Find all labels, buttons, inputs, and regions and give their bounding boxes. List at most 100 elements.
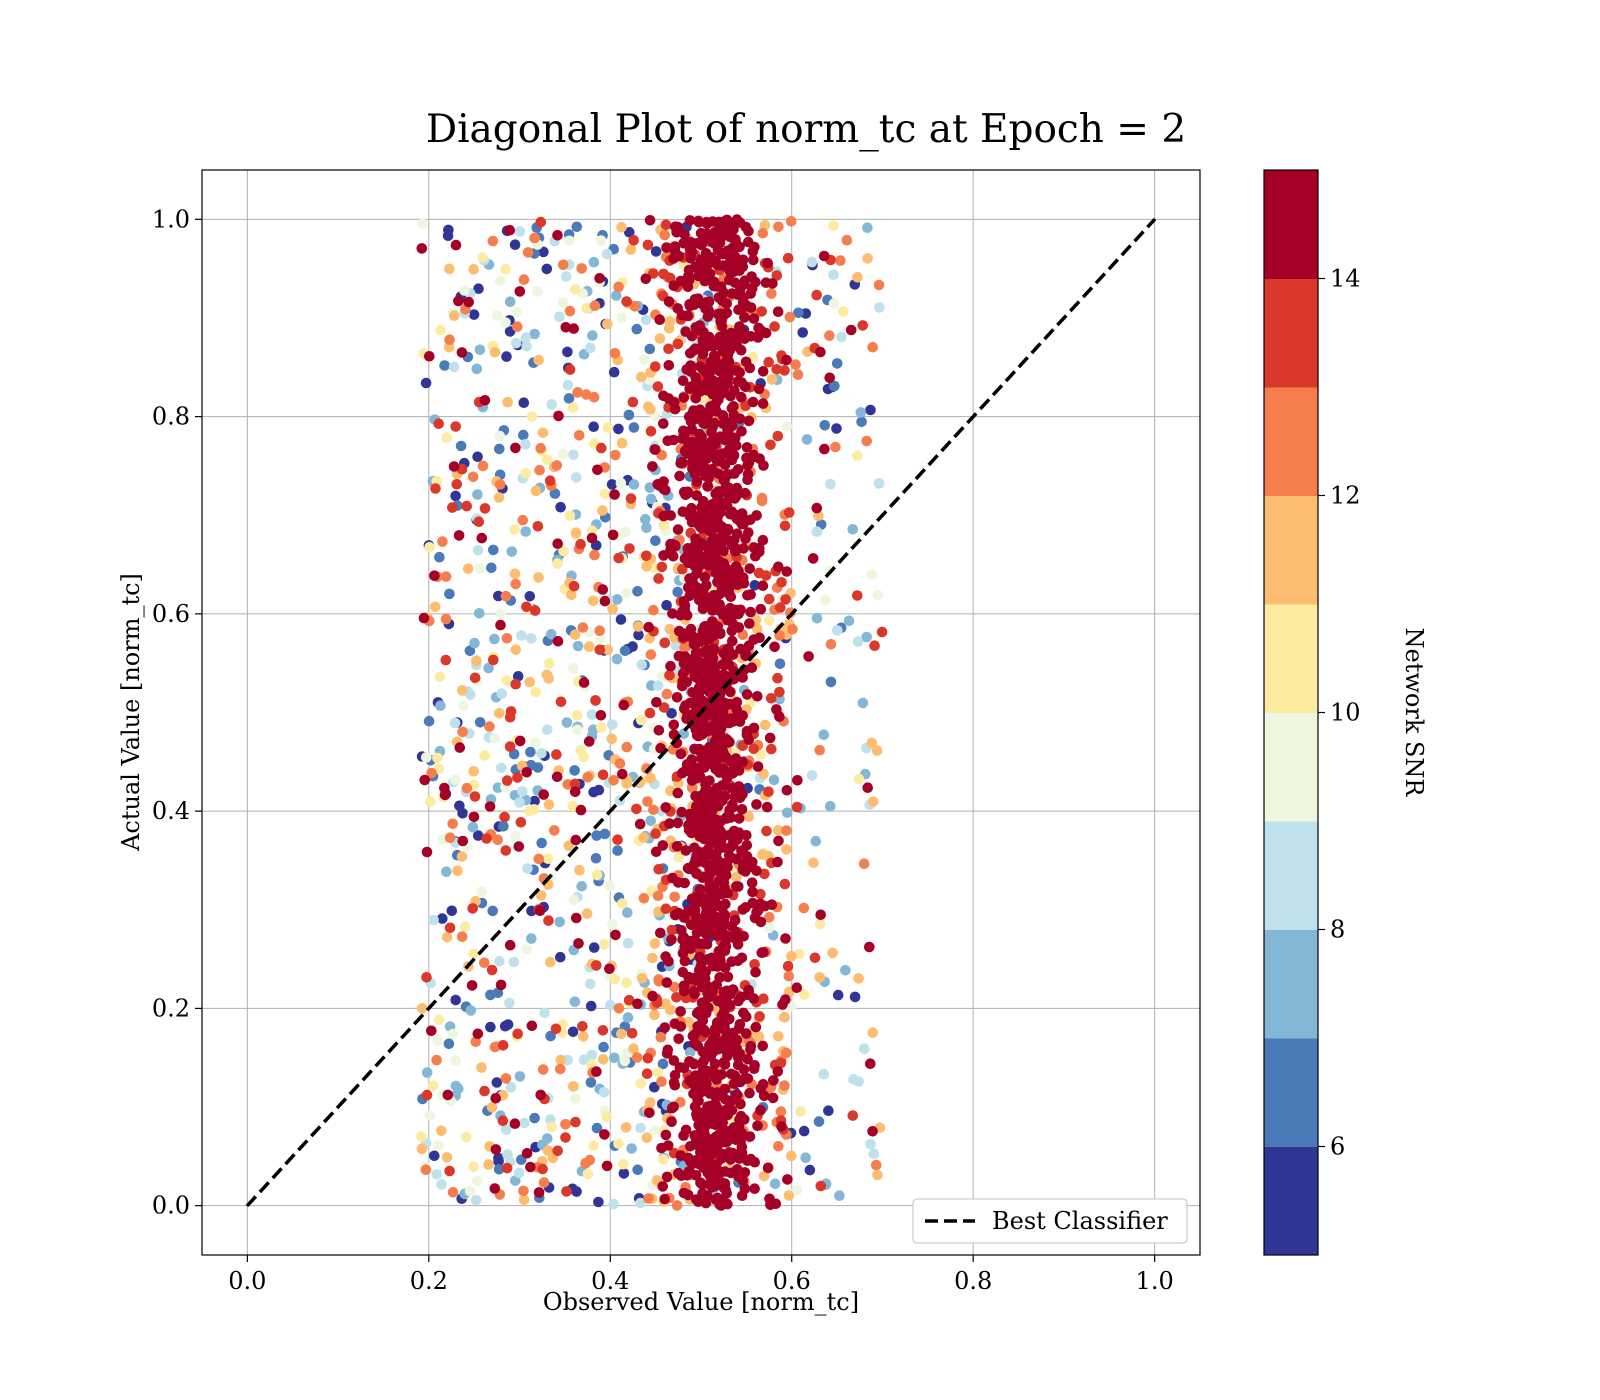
scatter-point — [829, 380, 840, 392]
scatter-point — [655, 927, 666, 939]
scatter-point — [595, 722, 607, 733]
scatter-point — [735, 604, 746, 616]
colorbar-label: Network SNR — [1400, 628, 1428, 798]
scatter-point — [734, 792, 746, 804]
scatter-point — [537, 427, 549, 439]
scatter-point — [602, 644, 614, 656]
scatter-point — [477, 460, 489, 472]
scatter-point — [510, 337, 522, 349]
scatter-point — [733, 576, 744, 588]
scatter-point — [509, 568, 521, 580]
scatter-point — [664, 623, 676, 635]
colorbar-bin — [1264, 278, 1318, 388]
scatter-point — [473, 516, 485, 527]
scatter-point — [765, 693, 777, 704]
scatter-point — [447, 1028, 459, 1040]
scatter-point — [690, 1070, 701, 1081]
scatter-point — [418, 612, 430, 624]
scatter-point — [746, 877, 758, 888]
scatter-point — [516, 630, 527, 641]
scatter-point — [571, 221, 583, 233]
scatter-point — [517, 514, 529, 526]
scatter-point — [659, 1193, 670, 1205]
scatter-point — [500, 845, 512, 856]
scatter-point — [474, 717, 486, 728]
scatter-point — [632, 586, 643, 597]
scatter-point — [434, 551, 445, 563]
scatter-point — [518, 1185, 529, 1197]
scatter-point — [500, 263, 511, 275]
scatter-point — [606, 479, 618, 490]
scatter-point — [435, 700, 446, 711]
scatter-point — [564, 364, 576, 375]
scatter-point — [806, 256, 818, 268]
scatter-point — [589, 549, 600, 561]
scatter-point — [683, 1166, 695, 1177]
scatter-point — [699, 762, 710, 773]
scatter-point — [429, 570, 440, 581]
scatter-point — [771, 364, 782, 375]
scatter-point — [678, 1130, 689, 1141]
scatter-point — [746, 271, 757, 282]
x-tick-label: 0.6 — [773, 1267, 811, 1295]
scatter-point — [694, 771, 706, 782]
scatter-point — [740, 902, 751, 913]
scatter-point — [780, 1047, 792, 1059]
scatter-point — [818, 729, 830, 740]
scatter-point — [444, 588, 455, 600]
scatter-point — [729, 493, 741, 504]
scatter-point — [495, 979, 507, 991]
scatter-point — [734, 1114, 745, 1126]
scatter-point — [512, 772, 523, 783]
scatter-point — [649, 444, 660, 455]
scatter-point — [724, 224, 736, 235]
scatter-point — [543, 799, 555, 810]
scatter-point — [496, 688, 508, 699]
scatter-point — [433, 1140, 444, 1151]
scatter-point — [721, 772, 733, 783]
scatter-point — [641, 1132, 653, 1143]
scatter-point — [668, 719, 680, 731]
scatter-point — [867, 341, 878, 353]
scatter-point — [421, 1089, 433, 1101]
scatter-point — [504, 296, 516, 308]
scatter-point — [608, 366, 620, 378]
scatter-point — [441, 432, 453, 443]
scatter-point — [803, 651, 814, 662]
scatter-point — [748, 743, 759, 755]
scatter-point — [649, 938, 661, 949]
scatter-point — [713, 752, 724, 763]
scatter-point — [578, 1054, 590, 1066]
scatter-point — [832, 989, 844, 1001]
scatter-point — [732, 955, 744, 967]
scatter-point — [501, 675, 512, 686]
scatter-point — [573, 430, 585, 441]
scatter-point — [682, 281, 694, 293]
scatter-point — [689, 904, 701, 916]
scatter-point — [722, 971, 734, 983]
scatter-point — [429, 1150, 440, 1162]
scatter-point — [697, 1015, 709, 1026]
scatter-point — [699, 973, 711, 984]
scatter-point — [686, 438, 697, 449]
scatter-point — [450, 239, 462, 251]
scatter-point — [696, 1108, 708, 1119]
scatter-point — [526, 933, 537, 944]
scatter-point — [736, 1190, 748, 1201]
scatter-point — [768, 1075, 779, 1086]
scatter-point — [729, 385, 740, 397]
scatter-point — [570, 527, 582, 538]
scatter-point — [593, 1196, 604, 1208]
scatter-point — [744, 618, 755, 629]
scatter-point — [436, 1125, 447, 1137]
scatter-point — [472, 489, 483, 500]
colorbar-bin — [1264, 387, 1318, 496]
y-axis-label: Actual Value [norm_tc] — [117, 573, 145, 852]
scatter-point — [618, 1159, 629, 1170]
scatter-point — [661, 600, 672, 611]
scatter-point — [613, 1003, 625, 1014]
scatter-point — [779, 878, 791, 890]
scatter-point — [628, 235, 639, 246]
scatter-point — [741, 1011, 752, 1023]
